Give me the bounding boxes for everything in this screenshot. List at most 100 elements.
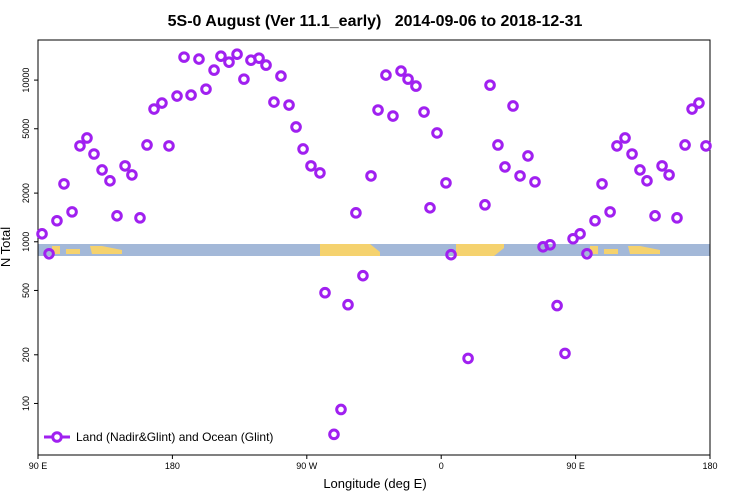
point <box>36 228 48 240</box>
point <box>634 164 646 176</box>
point <box>223 56 235 68</box>
plot-frame <box>37 39 711 456</box>
y-axis-label: N Total <box>0 227 13 267</box>
point <box>357 269 369 282</box>
point <box>574 228 586 240</box>
point <box>581 247 593 260</box>
point <box>440 177 452 189</box>
point <box>185 89 197 101</box>
point <box>43 247 55 260</box>
point <box>693 97 705 109</box>
legend-label: Land (Nadir&Glint) and Ocean (Glint) <box>76 430 273 444</box>
point <box>380 69 392 81</box>
point <box>238 73 250 85</box>
point <box>402 73 414 85</box>
y-tick-label: 2000 <box>21 183 31 203</box>
point <box>604 206 616 218</box>
point <box>663 169 675 181</box>
x-tick-label: 90 W <box>296 461 318 471</box>
x-tick-label: 0 <box>439 461 444 471</box>
point <box>111 210 123 222</box>
y-tick-label: 10000 <box>21 68 31 93</box>
point <box>462 352 474 365</box>
point <box>492 139 504 151</box>
point <box>529 176 541 188</box>
chart-title: 5S-0 August (Ver 11.1_early) 2014-09-06 … <box>168 13 583 30</box>
point <box>686 103 698 115</box>
point <box>522 150 534 162</box>
point <box>544 238 556 251</box>
map-strip <box>38 244 710 256</box>
x-axis-label: Longitude (deg E) <box>323 476 426 491</box>
y-tick-label: 500 <box>21 283 31 298</box>
point <box>141 139 153 151</box>
point <box>342 298 354 311</box>
point <box>268 96 280 108</box>
point <box>350 207 362 219</box>
point <box>231 48 243 60</box>
y-tick-label: 200 <box>21 347 31 362</box>
point <box>365 170 377 182</box>
point <box>290 121 302 133</box>
point <box>484 79 496 91</box>
x-tick-label: 180 <box>702 461 717 471</box>
legend-marker <box>51 431 63 443</box>
point <box>51 214 63 227</box>
point <box>424 202 436 214</box>
point <box>283 99 295 111</box>
point <box>74 140 86 152</box>
point <box>200 83 212 95</box>
point <box>395 65 407 77</box>
point <box>193 53 205 65</box>
point <box>314 167 326 179</box>
point <box>387 110 399 122</box>
point <box>260 59 272 71</box>
point <box>626 148 638 160</box>
y-tick-label: 1000 <box>21 232 31 252</box>
point <box>596 178 608 190</box>
point <box>671 212 683 224</box>
point <box>418 106 430 118</box>
point <box>215 50 227 62</box>
x-tick-label: 180 <box>165 461 180 471</box>
point <box>611 140 623 152</box>
point <box>163 140 175 152</box>
point <box>589 214 601 227</box>
point <box>410 80 422 92</box>
point <box>171 90 183 102</box>
point <box>328 428 340 441</box>
point <box>148 103 160 115</box>
point <box>126 169 138 181</box>
point <box>479 199 491 211</box>
point <box>178 51 190 63</box>
point <box>335 403 347 416</box>
point <box>551 299 563 312</box>
point <box>641 175 653 187</box>
x-tick-label: 90 E <box>566 461 585 471</box>
point <box>619 132 631 144</box>
point <box>208 64 220 76</box>
point <box>445 248 457 261</box>
point <box>275 70 287 82</box>
point <box>559 347 571 360</box>
point <box>81 132 93 144</box>
point <box>305 160 317 172</box>
point <box>119 160 131 172</box>
y-tick-label: 100 <box>21 396 31 411</box>
point <box>372 104 384 116</box>
y-tick-label: 5000 <box>21 119 31 139</box>
point <box>66 206 78 218</box>
point <box>514 170 526 182</box>
point <box>253 52 265 64</box>
x-tick-label: 90 E <box>29 461 48 471</box>
point <box>104 175 116 187</box>
point <box>134 212 146 224</box>
point <box>507 100 519 112</box>
point <box>297 143 309 155</box>
point <box>431 127 443 139</box>
point <box>656 160 668 172</box>
point <box>96 164 108 176</box>
point <box>319 286 331 299</box>
point <box>700 140 712 152</box>
